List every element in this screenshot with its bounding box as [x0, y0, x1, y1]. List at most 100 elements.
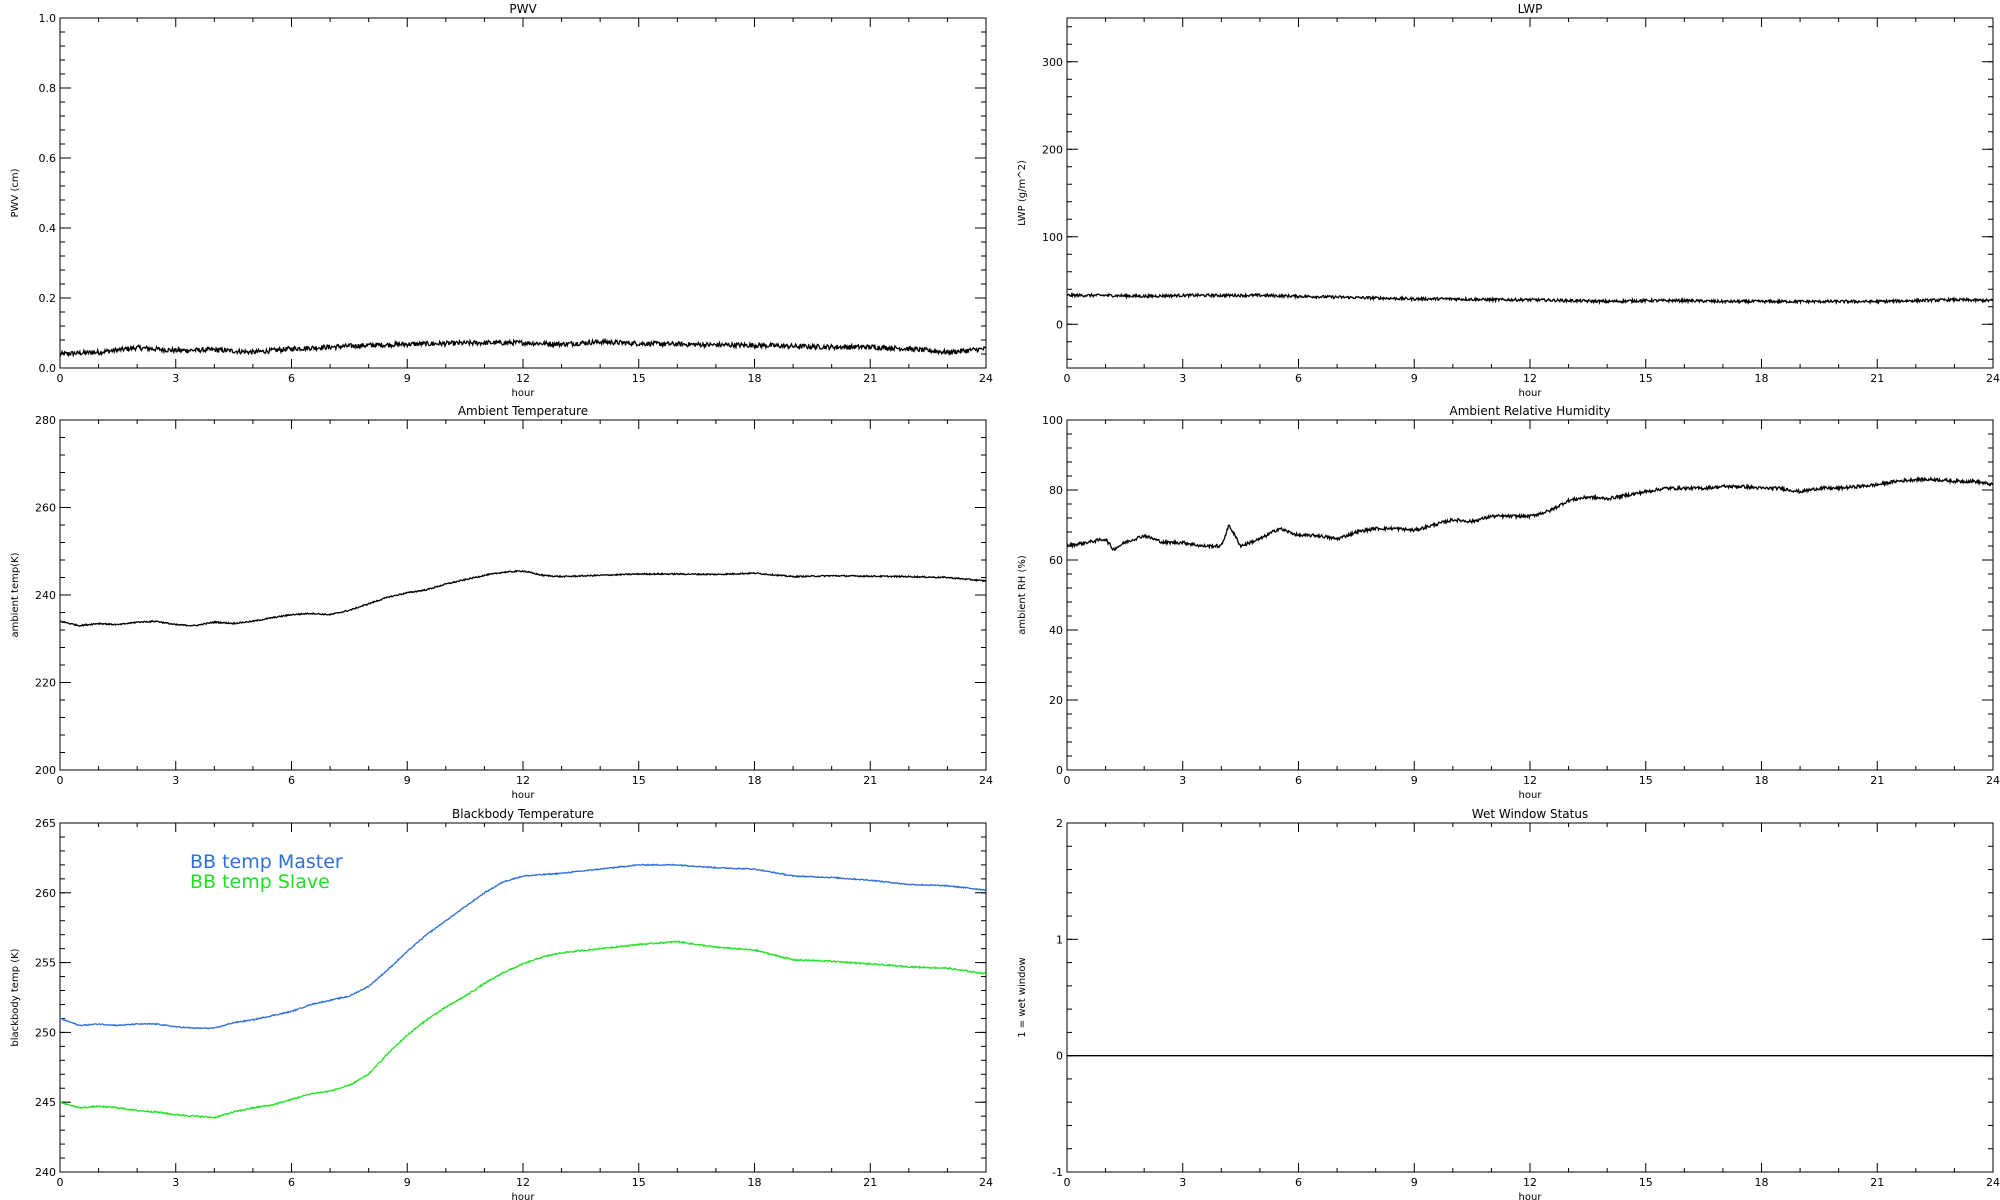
y-tick-label: 20 [1049, 694, 1063, 707]
y-axis-label: ambient RH (%) [1017, 555, 1028, 635]
x-tick-label: 0 [1064, 774, 1071, 787]
y-tick-label: 250 [35, 1026, 56, 1039]
x-tick-label: 24 [1986, 1176, 2000, 1189]
x-axis-label: hour [512, 388, 536, 399]
y-tick-label: 0.0 [39, 362, 57, 375]
y-axis-label: LWP (g/m^2) [1017, 160, 1028, 226]
y-tick-label: 0 [1056, 318, 1063, 331]
x-tick-label: 0 [57, 774, 64, 787]
y-tick-label: 0.4 [39, 222, 57, 235]
x-tick-label: 24 [979, 774, 993, 787]
x-tick-label: 15 [632, 1176, 646, 1189]
x-tick-label: 0 [57, 372, 64, 385]
y-tick-label: 265 [35, 817, 56, 830]
chart-panel-bb-temp: Blackbody Temperature blackbody temp (K) h… [10, 807, 993, 1200]
legend-entry: BB temp Master [190, 851, 343, 873]
x-tick-label: 21 [1870, 372, 1884, 385]
x-tick-label: 6 [1295, 372, 1302, 385]
x-tick-label: 15 [632, 774, 646, 787]
x-tick-label: 6 [1295, 1176, 1302, 1189]
plot-frame [59, 17, 987, 369]
x-axis-label: hour [512, 790, 536, 801]
x-axis-label: hour [512, 1192, 536, 1200]
y-tick-label: 40 [1049, 624, 1063, 637]
series-line-lwp [1066, 291, 1994, 306]
x-tick-label: 0 [1064, 1176, 1071, 1189]
legend-entry: BB temp Slave [190, 871, 330, 893]
x-tick-label: 9 [404, 774, 411, 787]
x-tick-label: 0 [1064, 372, 1071, 385]
series-line-bb-temp-slave [59, 940, 987, 1120]
x-tick-label: 24 [1986, 372, 2000, 385]
x-tick-label: 3 [172, 372, 179, 385]
x-tick-label: 9 [1411, 1176, 1418, 1189]
y-tick-label: 220 [35, 677, 56, 690]
chart-title: Wet Window Status [1472, 807, 1588, 821]
y-tick-label: 260 [35, 887, 56, 900]
x-tick-label: 3 [172, 774, 179, 787]
y-tick-label: 245 [35, 1096, 56, 1109]
y-tick-label: 0.2 [39, 292, 57, 305]
y-tick-label: 2 [1056, 817, 1063, 830]
x-tick-label: 21 [863, 774, 877, 787]
chart-panel-ambient-rh: Ambient Relative Humidity ambient RH (%) h… [1017, 404, 2000, 801]
x-tick-label: 3 [172, 1176, 179, 1189]
chart-panel-wet-window: Wet Window Status 1 = wet window hour 0 3 6 9 1… [1017, 807, 2000, 1200]
x-tick-label: 12 [516, 1176, 530, 1189]
x-tick-label: 12 [516, 372, 530, 385]
y-tick-label: 255 [35, 957, 56, 970]
x-tick-label: 12 [1523, 1176, 1537, 1189]
x-tick-label: 0 [57, 1176, 64, 1189]
x-tick-label: 12 [1523, 372, 1537, 385]
y-tick-label: 1 [1056, 933, 1063, 946]
chart-panel-pwv: PWV PWV (cm) hour 0 3 6 9 12 15 18 21 24 0.0 0.2 0.4 0.… [10, 2, 993, 399]
x-tick-label: 21 [863, 372, 877, 385]
x-tick-label: 21 [1870, 774, 1884, 787]
y-tick-label: 0.6 [39, 152, 57, 165]
chart-panel-ambient-temp: Ambient Temperature ambient temp(K) hour 0 3… [10, 404, 993, 801]
y-tick-label: 300 [1042, 56, 1063, 69]
x-tick-label: 6 [288, 774, 295, 787]
y-tick-label: 240 [35, 589, 56, 602]
chart-title: Blackbody Temperature [452, 807, 594, 821]
series-line-pwv [59, 337, 987, 358]
x-tick-label: 21 [863, 1176, 877, 1189]
x-tick-label: 21 [1870, 1176, 1884, 1189]
y-tick-label: 240 [35, 1166, 56, 1179]
x-tick-label: 12 [516, 774, 530, 787]
x-tick-label: 24 [1986, 774, 2000, 787]
y-tick-label: -1 [1052, 1166, 1063, 1179]
series-line-bb-temp-master [59, 863, 987, 1030]
x-tick-label: 3 [1179, 1176, 1186, 1189]
x-tick-label: 15 [1639, 1176, 1653, 1189]
y-tick-label: 260 [35, 502, 56, 515]
y-tick-label: 0.8 [39, 82, 57, 95]
x-tick-label: 18 [748, 774, 762, 787]
plot-frame [1066, 822, 1994, 1173]
y-tick-label: 200 [35, 764, 56, 777]
chart-title: LWP [1518, 2, 1543, 16]
x-axis-label: hour [1519, 790, 1543, 801]
chart-title: Ambient Temperature [458, 404, 588, 418]
x-tick-label: 3 [1179, 774, 1186, 787]
y-tick-label: 0 [1056, 1050, 1063, 1063]
chart-title: PWV [509, 2, 537, 16]
series-line-ambient-rh [1066, 475, 1994, 552]
x-tick-label: 9 [1411, 372, 1418, 385]
x-tick-label: 18 [748, 1176, 762, 1189]
x-tick-label: 6 [288, 372, 295, 385]
plot-frame [59, 419, 987, 771]
y-tick-label: 60 [1049, 554, 1063, 567]
chart-panel-lwp: LWP LWP (g/m^2) hour 0 3 6 9 12 15 18 21 24 0 100 200 3… [1017, 2, 2000, 399]
x-tick-label: 18 [1755, 1176, 1769, 1189]
x-tick-label: 6 [288, 1176, 295, 1189]
y-tick-label: 1.0 [39, 12, 57, 25]
y-axis-label: 1 = wet window [1017, 957, 1028, 1037]
x-axis-label: hour [1519, 388, 1543, 399]
y-tick-label: 0 [1056, 764, 1063, 777]
x-tick-label: 18 [748, 372, 762, 385]
y-axis-label: ambient temp(K) [10, 552, 21, 637]
x-axis-label: hour [1519, 1192, 1543, 1200]
y-tick-label: 200 [1042, 143, 1063, 156]
